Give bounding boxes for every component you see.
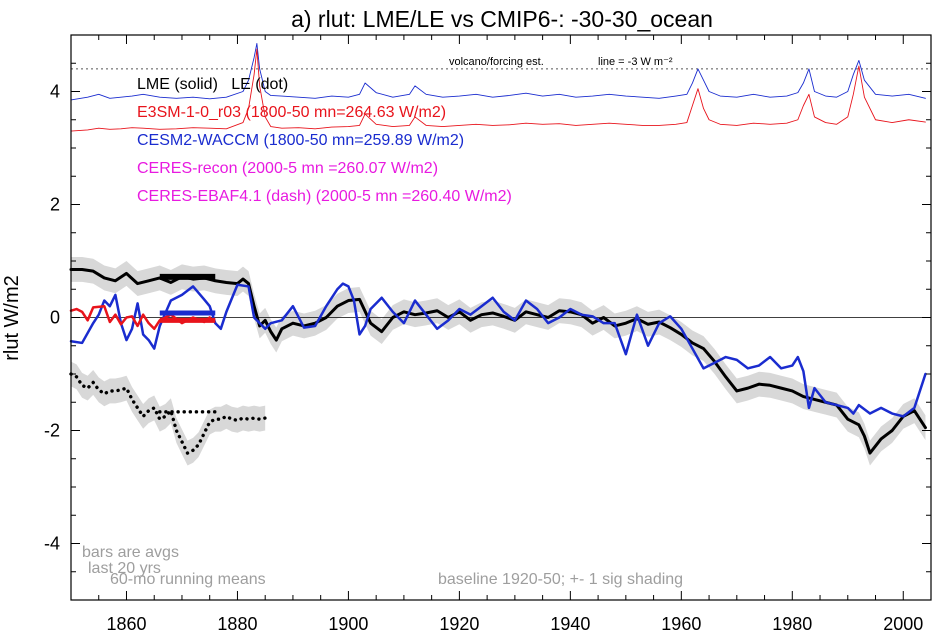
legend-entry-cesm2: CESM2-WACCM (1800-50 mn=259.89 W/m2) [137,132,464,149]
y-tick-label: 2 [50,195,60,215]
y-tick-label: -2 [44,421,60,441]
reference-line-label: volcano/forcing est. [449,56,544,68]
series-line-LE_dotted [69,372,267,455]
legend-entry-e3sm: E3SM-1-0_r03 (1800-50 mn=264.63 W/m2) [137,104,446,121]
reference-line-note: line = -3 W m⁻² [598,56,673,68]
series-line-LME_black [69,267,927,455]
x-tick-label: 1920 [439,614,479,634]
axis-ticks: 1860 1880 1900 1920 1940 1960 1980 2000 -4 -2 0 2 4 [44,34,932,634]
legend-entry-ceres-ebaf: CERES-EBAF4.1 (dash) (2000-5 mn =260.40 … [137,188,512,205]
uncertainty-shading [71,257,926,466]
y-tick-label: 0 [50,308,60,328]
legend-entry-lme-le: LME (solid) LE (dot) [137,76,288,93]
annotation-bars-avgs: bars are avgs [82,544,179,561]
annotation-last-20-yrs: last 20 yrs [88,560,161,577]
series-line-forcing_blue [70,43,926,101]
x-tick-label: 1900 [328,614,368,634]
legend: LME (solid) LE (dot) E3SM-1-0_r03 (1800-… [137,76,512,205]
x-tick-label: 1980 [772,614,812,634]
series-layer [69,43,927,455]
y-axis-label: rlut W/m2 [1,275,23,361]
average-bars [158,273,217,414]
annotations: bars are avgs last 20 yrs 60-mo running … [82,544,683,588]
series-line-CESM2_blue [69,282,927,418]
x-tick-label: 1860 [106,614,146,634]
y-tick-label: 4 [50,82,60,102]
annotation-baseline: baseline 1920-50; +- 1 sig shading [438,571,683,588]
plot-area [69,43,931,466]
chart-title: a) rlut: LME/LE vs CMIP6-: -30-30_ocean [291,6,713,32]
x-tick-label: 2000 [883,614,923,634]
y-tick-label: -4 [44,534,60,554]
x-tick-label: 1880 [217,614,257,634]
x-tick-label: 1960 [661,614,701,634]
series-line-forcing_red [70,48,926,132]
legend-entry-ceres-recon: CERES-recon (2000-5 mn =260.07 W/m2) [137,160,438,177]
annotation-running-means: 60-mo running means [110,571,266,588]
x-tick-label: 1940 [550,614,590,634]
